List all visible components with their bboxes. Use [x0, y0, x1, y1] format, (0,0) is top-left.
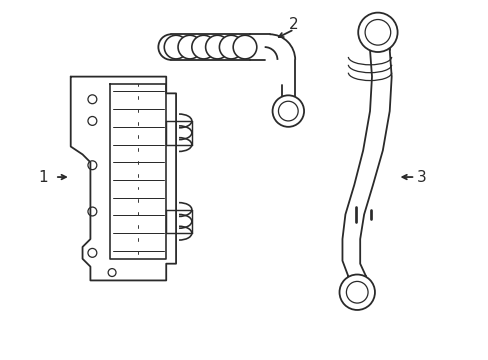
- Circle shape: [358, 13, 397, 52]
- Circle shape: [219, 35, 243, 59]
- Circle shape: [233, 35, 256, 59]
- Circle shape: [205, 35, 229, 59]
- Circle shape: [191, 35, 215, 59]
- Text: 3: 3: [416, 170, 426, 185]
- Text: 1: 1: [38, 170, 48, 185]
- Circle shape: [272, 95, 304, 127]
- Text: 2: 2: [289, 17, 298, 32]
- Circle shape: [339, 275, 374, 310]
- Circle shape: [164, 35, 187, 59]
- Circle shape: [178, 35, 201, 59]
